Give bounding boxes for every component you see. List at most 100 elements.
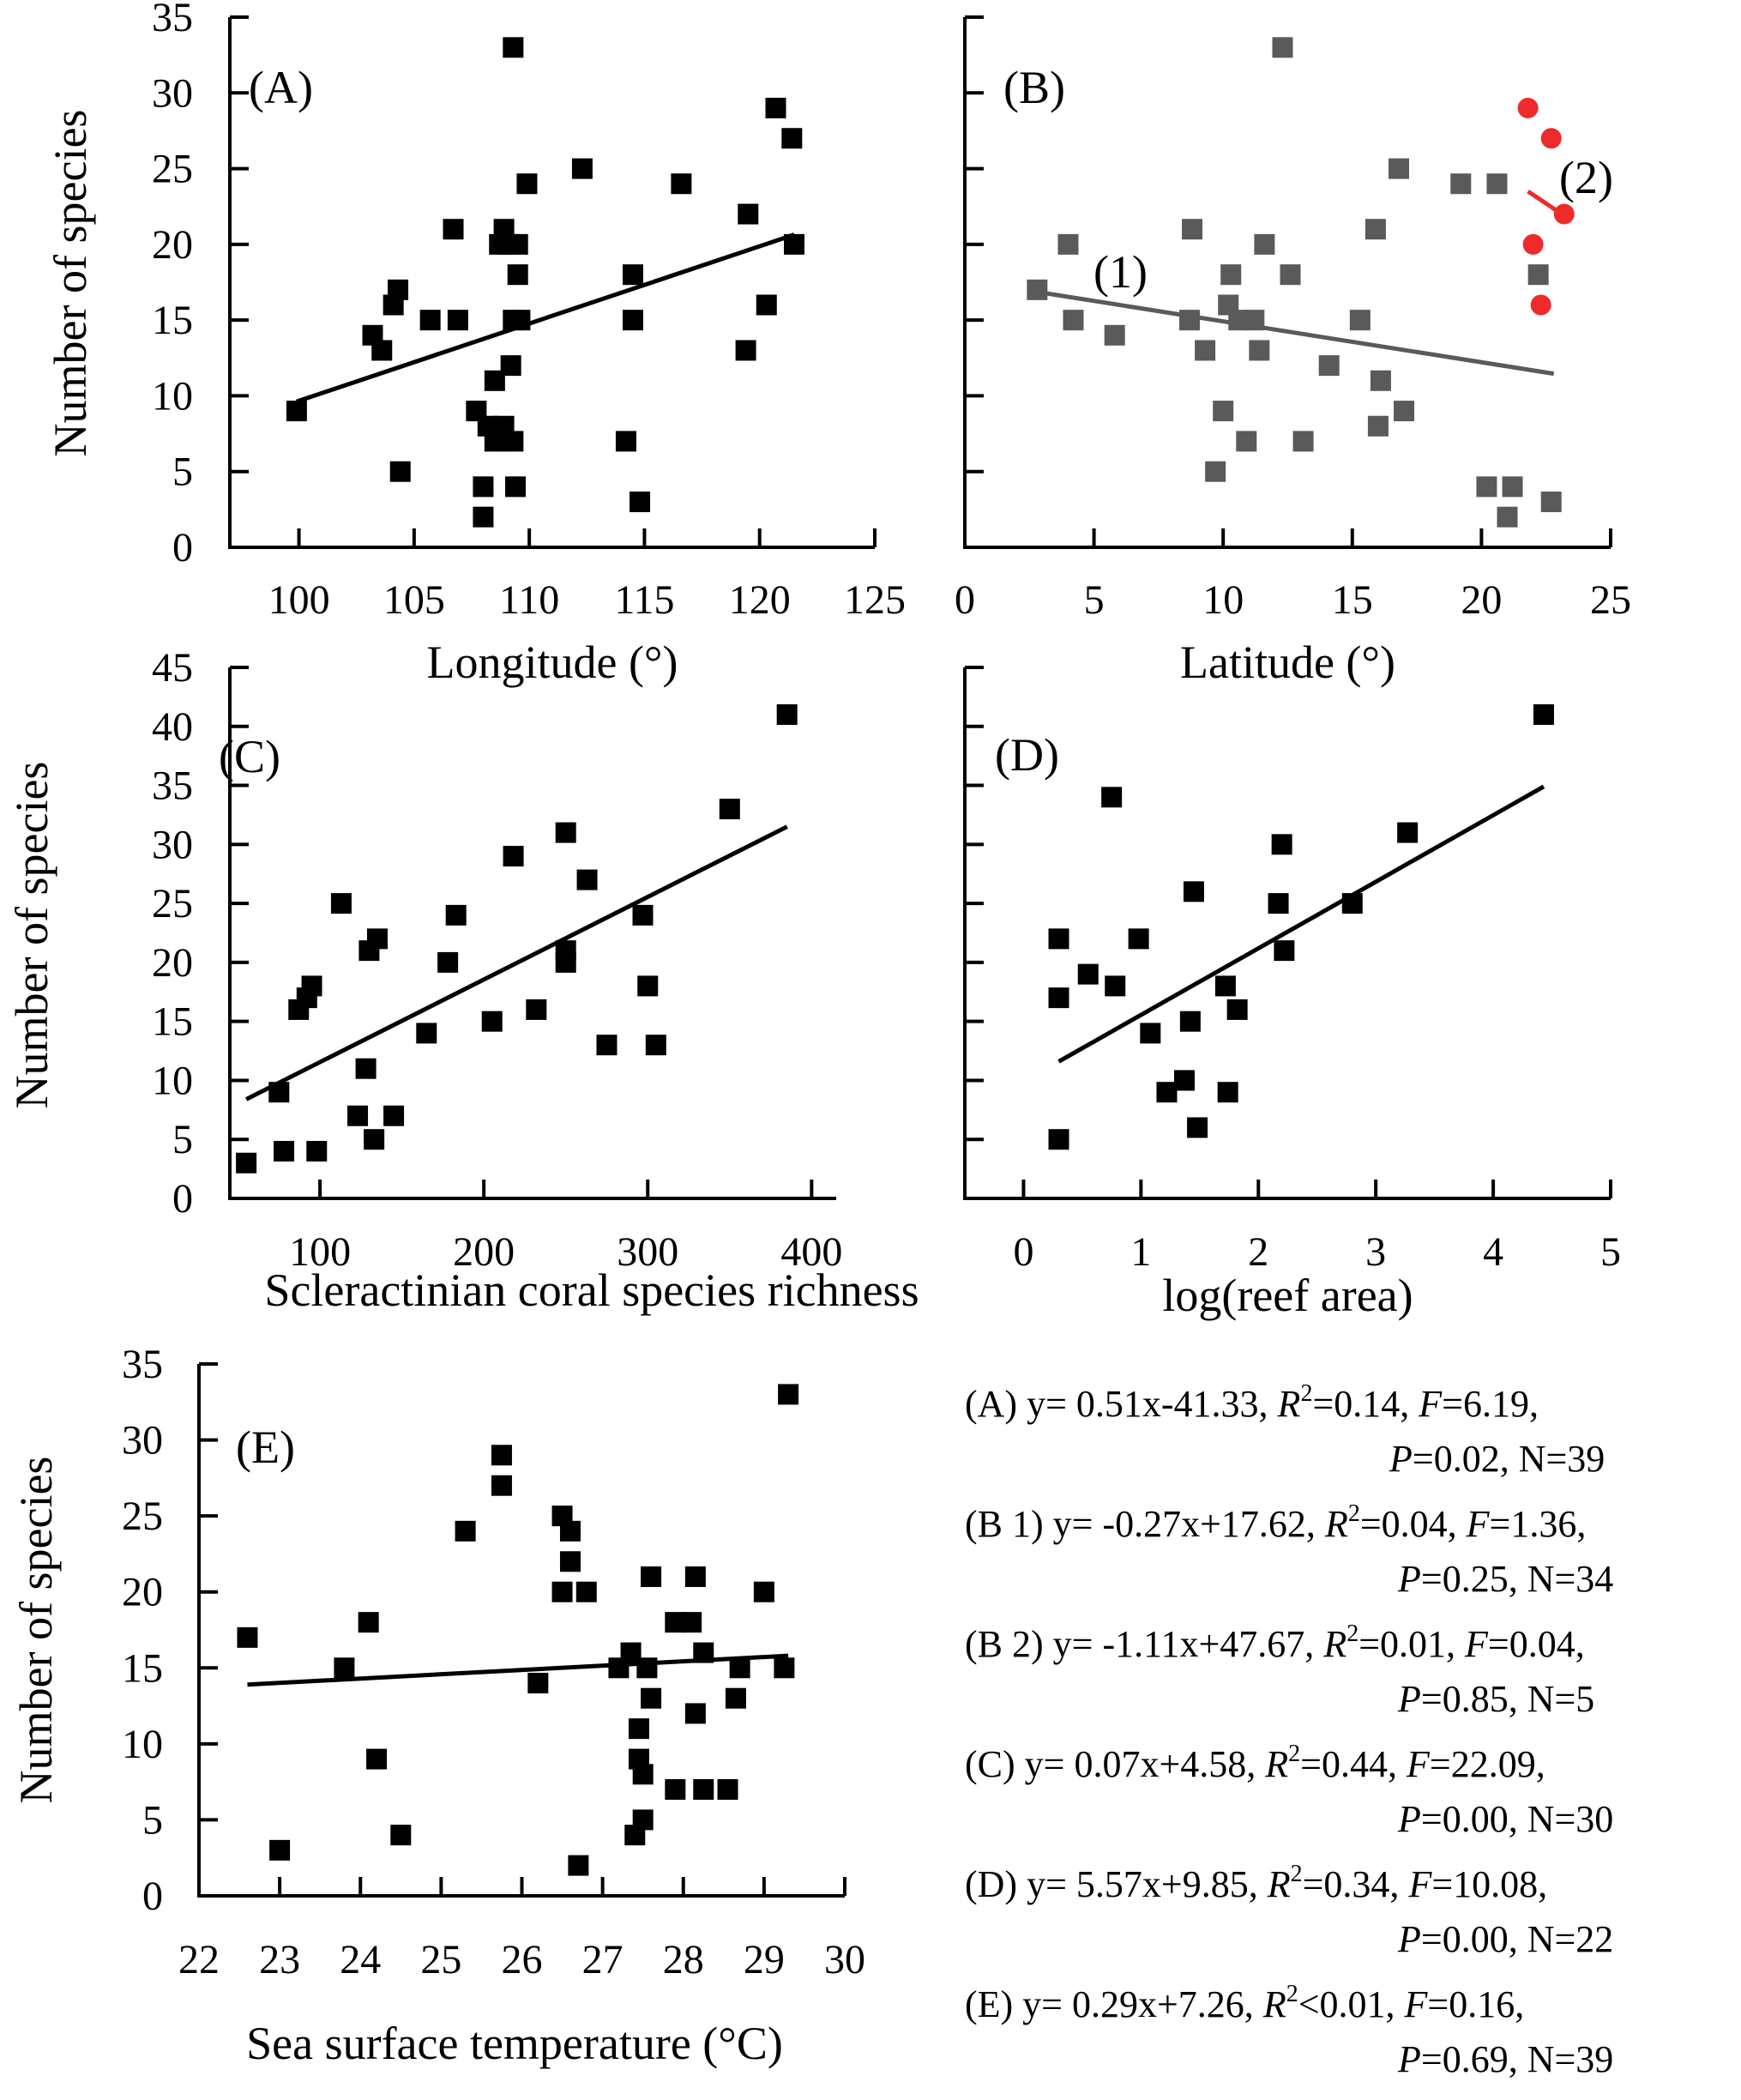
data-point <box>1497 506 1518 528</box>
y-tick-label: 25 <box>152 147 193 192</box>
y-tick-label: 45 <box>152 645 193 691</box>
r-squared-value: =0.01, <box>1358 1623 1466 1665</box>
x-tick-label: 110 <box>499 577 559 623</box>
y-tick-label: 5 <box>172 450 193 495</box>
data-point <box>1318 355 1340 377</box>
data-point <box>334 1657 355 1679</box>
panel-d: 0 1 2 3 4 5 log(reef area) (D) <box>963 666 1621 1321</box>
f-value: =1.36, <box>1489 1503 1587 1545</box>
data-point <box>1174 1070 1196 1091</box>
data-point <box>725 1687 746 1709</box>
trend-line <box>1036 289 1555 377</box>
data-point <box>516 173 538 195</box>
data-point <box>632 1809 654 1831</box>
f-value: =10.08, <box>1431 1863 1548 1905</box>
x-axis-label: Scleractinian coral species richness <box>264 1264 919 1316</box>
data-point <box>729 1657 750 1679</box>
data-point <box>481 1011 503 1032</box>
equation-formula: (A) y= 0.51x-41.33, <box>965 1383 1278 1425</box>
data-point <box>1205 461 1226 482</box>
y-tick-label: 40 <box>152 704 193 750</box>
x-axis-label: Latitude (°) <box>1180 637 1395 688</box>
r-symbol: R <box>1277 1383 1301 1425</box>
x-axis-label: log(reef area) <box>1162 1270 1413 1321</box>
equation-line-1: (C) y= 0.07x+4.58, R2=0.44, F=22.09, <box>965 1742 1545 1785</box>
data-point <box>500 355 521 377</box>
data-point <box>765 97 786 118</box>
data-point <box>1271 834 1292 855</box>
data-point <box>1048 987 1069 1009</box>
data-point <box>1522 233 1544 255</box>
data-point <box>1364 219 1386 240</box>
data-point <box>636 1657 658 1679</box>
equation-formula: (C) y= 0.07x+4.58, <box>965 1743 1266 1785</box>
data-point <box>1213 401 1234 422</box>
data-point <box>1389 158 1410 179</box>
x-tick-label: 300 <box>617 1229 678 1275</box>
x-tick-label: 125 <box>844 577 906 623</box>
data-point <box>623 310 643 331</box>
equation-c: (C) y= 0.07x+4.58, R2=0.44, F=22.09, P=0.… <box>965 1742 1613 1838</box>
equation-formula: (D) y= 5.57x+9.85, <box>965 1863 1268 1905</box>
x-tick-label: 25 <box>420 1937 461 1982</box>
data-point <box>389 461 411 482</box>
r-squared-superscript: 2 <box>1286 1981 1298 2007</box>
x-tick-label: 120 <box>729 577 791 623</box>
x-tick-label: 5 <box>1600 1229 1621 1275</box>
x-tick-label: 105 <box>383 577 445 623</box>
y-tick-label: 35 <box>122 1342 163 1387</box>
y-tick-label: 20 <box>152 940 193 986</box>
data-point <box>330 893 352 914</box>
y-tick-label: 0 <box>172 525 193 570</box>
data-point <box>738 203 759 225</box>
y-tick-label: 25 <box>152 881 193 926</box>
y-tick-label: 15 <box>122 1645 163 1691</box>
data-point <box>693 1642 714 1663</box>
y-tick-label: 30 <box>152 70 193 116</box>
data-point <box>1280 264 1301 286</box>
r-squared-superscript: 2 <box>1347 1500 1360 1527</box>
data-point <box>645 1035 666 1056</box>
f-symbol: F <box>1404 1983 1428 2025</box>
data-point <box>455 1520 476 1542</box>
p-value: =0.69, N=39 <box>1420 2038 1614 2080</box>
f-symbol: F <box>1465 1623 1488 1665</box>
data-point <box>364 1129 385 1150</box>
data-point <box>1183 881 1204 902</box>
data-point <box>1397 822 1419 843</box>
data-point <box>1179 310 1201 331</box>
p-symbol: P <box>1389 1438 1413 1480</box>
data-point <box>371 340 393 361</box>
y-axis-label: Number of species <box>10 1457 62 1804</box>
data-point <box>756 294 777 316</box>
x-tick-label: 3 <box>1365 1229 1386 1275</box>
x-tick-label: 10 <box>1202 577 1244 623</box>
equation-line-1: (E) y= 0.29x+7.26, R2<0.01, F=0.16, <box>965 1982 1524 2025</box>
data-point <box>1268 893 1289 914</box>
data-point <box>1530 294 1551 316</box>
data-point <box>641 1566 662 1587</box>
r-squared-superscript: 2 <box>1288 1741 1301 1767</box>
data-point <box>784 233 804 255</box>
data-point <box>1187 1117 1208 1138</box>
data-point <box>717 1779 738 1800</box>
data-point <box>735 340 756 361</box>
r-squared-value: =0.34, <box>1302 1863 1409 1905</box>
trend-line <box>1057 784 1545 1064</box>
equation-line-1: (B 1) y= -0.27x+17.62, R2=0.04, F=1.36, <box>965 1502 1587 1545</box>
data-point <box>571 158 593 179</box>
data-point <box>383 1105 405 1126</box>
y-tick-label: 0 <box>142 1874 163 1919</box>
x-tick-label: 28 <box>663 1937 704 1982</box>
data-point <box>301 975 322 997</box>
x-tick-label: 27 <box>582 1937 624 1982</box>
data-point <box>559 1551 581 1572</box>
data-point <box>419 310 441 331</box>
p-symbol: P <box>1398 2038 1421 2080</box>
y-tick-label: 20 <box>122 1570 163 1615</box>
data-point <box>1220 264 1242 286</box>
annotation-series-1: (1) <box>1093 246 1148 298</box>
y-tick-label: 5 <box>172 1117 193 1162</box>
equation-b2: (B 2) y= -1.11x+47.67, R2=0.01, F=0.04, P… <box>965 1622 1594 1718</box>
data-point <box>781 128 803 149</box>
